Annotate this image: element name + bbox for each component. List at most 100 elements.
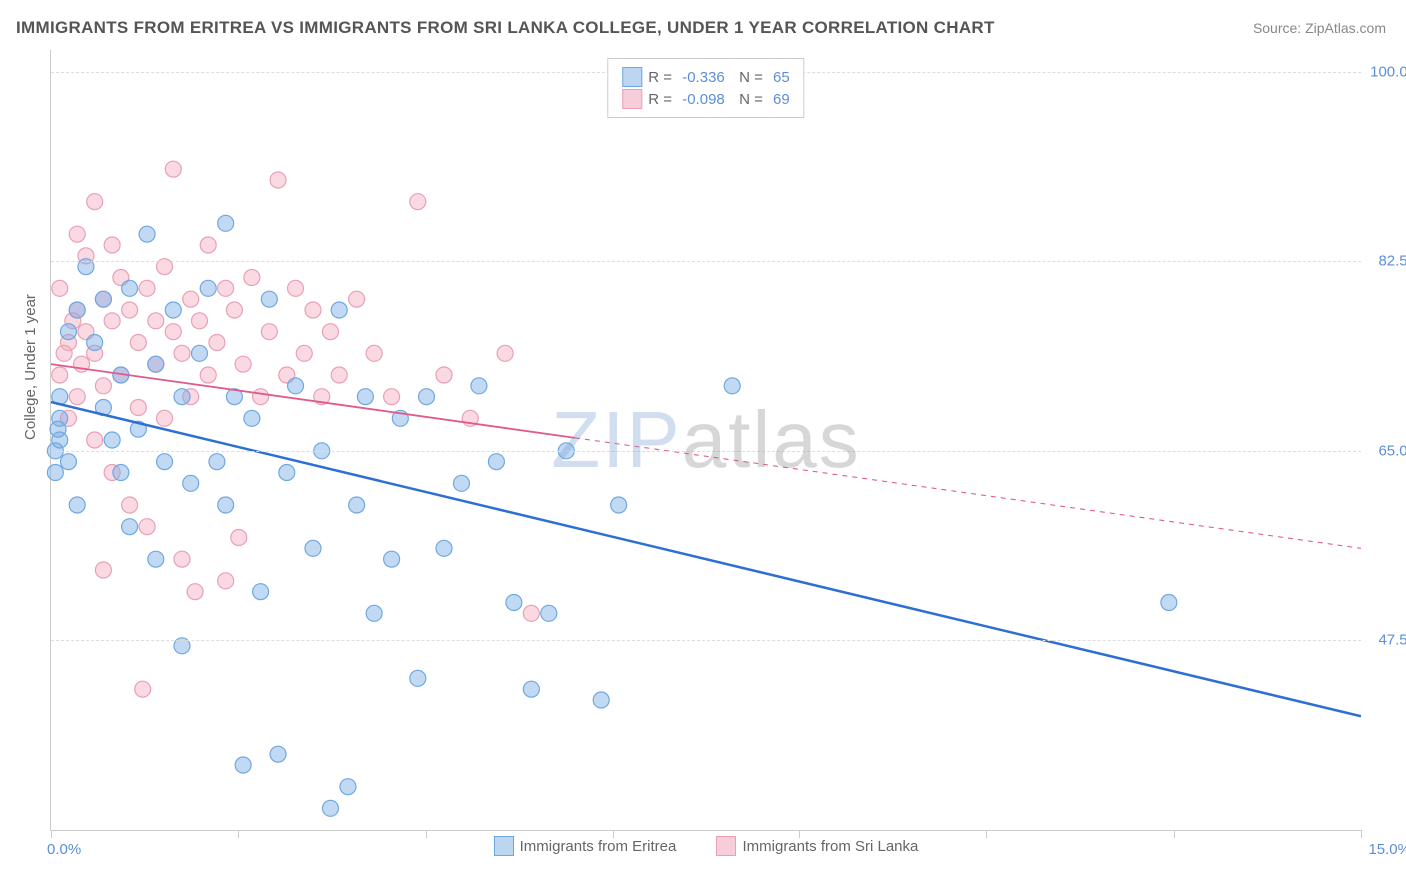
data-point xyxy=(349,291,365,307)
legend-stats: R = -0.336 N = 65 R = -0.098 N = 69 xyxy=(607,58,804,118)
gridline xyxy=(51,451,1361,452)
data-point xyxy=(288,378,304,394)
data-point xyxy=(288,280,304,296)
data-point xyxy=(200,237,216,253)
data-point xyxy=(157,410,173,426)
data-point xyxy=(174,551,190,567)
legend-stats-row: R = -0.336 N = 65 xyxy=(622,67,789,87)
data-point xyxy=(235,757,251,773)
stat-n-value: 69 xyxy=(773,91,790,108)
data-point xyxy=(235,356,251,372)
x-tick xyxy=(1361,830,1362,838)
data-point xyxy=(209,335,225,351)
data-point xyxy=(218,497,234,513)
data-point xyxy=(87,432,103,448)
data-point xyxy=(384,551,400,567)
trend-line-extrapolated xyxy=(575,438,1361,549)
data-point xyxy=(95,378,111,394)
data-point xyxy=(218,215,234,231)
legend-item: Immigrants from Eritrea xyxy=(494,836,677,856)
data-point xyxy=(104,313,120,329)
gridline xyxy=(51,640,1361,641)
data-point xyxy=(296,345,312,361)
data-point xyxy=(436,367,452,383)
legend-swatch-icon xyxy=(494,836,514,856)
data-point xyxy=(69,226,85,242)
data-point xyxy=(200,367,216,383)
data-point xyxy=(724,378,740,394)
data-point xyxy=(410,670,426,686)
data-point xyxy=(60,454,76,470)
data-point xyxy=(87,335,103,351)
x-tick xyxy=(1174,830,1175,838)
data-point xyxy=(366,605,382,621)
data-point xyxy=(130,335,146,351)
x-tick xyxy=(51,830,52,838)
data-point xyxy=(165,324,181,340)
data-point xyxy=(104,237,120,253)
data-point xyxy=(231,530,247,546)
data-point xyxy=(95,562,111,578)
data-point xyxy=(122,302,138,318)
data-point xyxy=(497,345,513,361)
data-point xyxy=(244,270,260,286)
data-point xyxy=(244,410,260,426)
trend-line xyxy=(51,402,1361,716)
data-point xyxy=(541,605,557,621)
data-point xyxy=(165,302,181,318)
x-tick xyxy=(238,830,239,838)
data-point xyxy=(218,280,234,296)
legend-item: Immigrants from Sri Lanka xyxy=(716,836,918,856)
data-point xyxy=(148,551,164,567)
data-point xyxy=(436,540,452,556)
data-point xyxy=(279,465,295,481)
x-tick xyxy=(986,830,987,838)
data-point xyxy=(253,584,269,600)
data-point xyxy=(174,345,190,361)
data-point xyxy=(366,345,382,361)
data-point xyxy=(69,497,85,513)
data-point xyxy=(270,746,286,762)
data-point xyxy=(357,389,373,405)
data-point xyxy=(253,389,269,405)
data-point xyxy=(139,280,155,296)
stat-label: N = xyxy=(731,69,767,86)
stat-label: R = xyxy=(648,91,676,108)
x-tick xyxy=(799,830,800,838)
stat-label: R = xyxy=(648,69,676,86)
data-point xyxy=(165,161,181,177)
data-point xyxy=(113,465,129,481)
data-point xyxy=(340,779,356,795)
data-point xyxy=(52,280,68,296)
data-point xyxy=(174,389,190,405)
legend-stats-row: R = -0.098 N = 69 xyxy=(622,89,789,109)
data-point xyxy=(506,595,522,611)
data-point xyxy=(261,324,277,340)
stat-n-value: 65 xyxy=(773,69,790,86)
data-point xyxy=(135,681,151,697)
data-point xyxy=(183,475,199,491)
y-axis-title: College, Under 1 year xyxy=(22,294,39,440)
stat-r-value: -0.336 xyxy=(682,69,725,86)
x-tick xyxy=(426,830,427,838)
trend-line xyxy=(51,364,575,438)
data-point xyxy=(322,324,338,340)
data-point xyxy=(148,356,164,372)
data-point xyxy=(52,367,68,383)
chart-area: R = -0.336 N = 65 R = -0.098 N = 69 ZIPa… xyxy=(50,50,1361,831)
data-point xyxy=(183,291,199,307)
data-point xyxy=(523,681,539,697)
plot-svg xyxy=(51,50,1361,830)
data-point xyxy=(322,800,338,816)
source-text: Source: ZipAtlas.com xyxy=(1253,20,1386,36)
data-point xyxy=(611,497,627,513)
data-point xyxy=(122,280,138,296)
data-point xyxy=(87,194,103,210)
y-tick-label: 82.5% xyxy=(1378,253,1406,270)
data-point xyxy=(471,378,487,394)
data-point xyxy=(50,421,66,437)
data-point xyxy=(139,226,155,242)
data-point xyxy=(593,692,609,708)
data-point xyxy=(349,497,365,513)
y-tick-label: 100.0% xyxy=(1370,63,1406,80)
